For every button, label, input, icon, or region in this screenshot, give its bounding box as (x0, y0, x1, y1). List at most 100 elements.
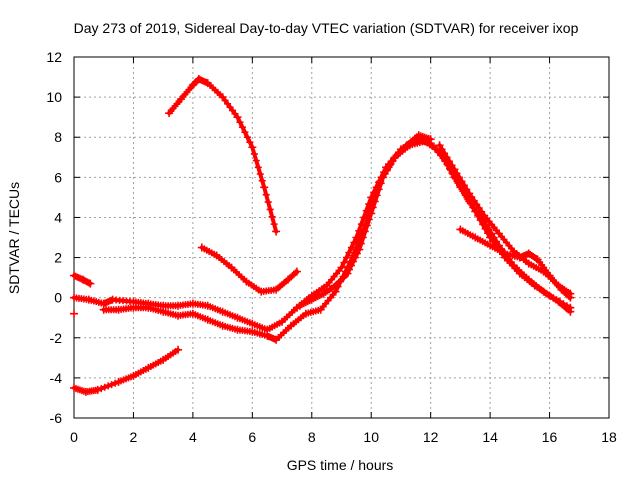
data-point (340, 259, 348, 267)
tick-labels: 0 2 4 6 8 10 12 14 16 18 -6 -4 -2 0 2 4 6 8 10 12 (46, 49, 617, 445)
x-tick-label: 2 (130, 429, 138, 445)
data-point (488, 229, 496, 237)
chart-title: Day 273 of 2019, Sidereal Day-to-day VTE… (74, 20, 579, 36)
data-point (233, 113, 242, 122)
data-point (254, 163, 262, 171)
y-tick-label: 10 (46, 89, 62, 105)
data-point (373, 191, 381, 199)
data-point (377, 179, 385, 187)
data-point (371, 197, 379, 205)
data-point (272, 227, 281, 236)
data-point (566, 293, 575, 302)
data-point (361, 227, 369, 235)
data-point (260, 183, 269, 192)
data-point (359, 234, 367, 241)
y-tick-label: -2 (50, 330, 63, 346)
data-point (101, 383, 109, 391)
x-tick-label: 4 (189, 429, 197, 445)
x-tick-label: 8 (308, 429, 316, 445)
data-point (367, 209, 376, 218)
plot-frame (73, 56, 610, 419)
data-point (236, 118, 244, 126)
data-point (365, 215, 373, 223)
data-point (532, 255, 540, 263)
data-point (248, 143, 257, 152)
data-point (238, 123, 246, 131)
data-point (246, 138, 254, 146)
data-point (337, 263, 346, 272)
data-point (258, 177, 266, 185)
data-point (266, 205, 274, 213)
data-point (435, 141, 444, 150)
data-point (483, 221, 491, 229)
y-tick-label: 8 (54, 129, 62, 145)
data-point (475, 204, 483, 212)
data-point (485, 225, 493, 233)
data-point (426, 135, 435, 144)
data-point (463, 185, 471, 193)
data-point (438, 145, 446, 153)
data-point (243, 133, 251, 141)
data-point (108, 381, 116, 389)
data-point (174, 345, 183, 354)
data-point (264, 198, 272, 206)
y-tick-label: -4 (50, 370, 63, 386)
data-point (250, 150, 258, 158)
data-point (252, 157, 260, 165)
data-point (490, 234, 498, 241)
data-point (111, 379, 119, 387)
data-point (493, 238, 501, 246)
series-arc-j (70, 309, 78, 318)
data-point (445, 157, 453, 165)
x-tick-label: 12 (423, 429, 439, 445)
data-point (347, 262, 355, 270)
data-point (270, 220, 278, 228)
data-point (473, 200, 481, 208)
data-point (262, 191, 270, 199)
data-point (443, 153, 451, 161)
x-tick-label: 6 (248, 429, 256, 445)
x-axis-label: GPS time / hours (287, 457, 394, 473)
y-tick-label: 6 (54, 169, 62, 185)
data-point (268, 213, 276, 221)
data-point (355, 245, 364, 254)
data-point (460, 181, 468, 189)
data-point (93, 385, 102, 394)
x-tick-label: 10 (363, 429, 379, 445)
data-point (357, 220, 365, 228)
data-point (353, 250, 361, 258)
data-point (455, 173, 463, 181)
data-point (104, 382, 112, 390)
y-tick-label: 2 (54, 250, 62, 266)
y-tick-label: -6 (50, 410, 63, 426)
series-arc-h (456, 225, 575, 302)
data-point (291, 269, 299, 277)
data-point (357, 240, 365, 248)
x-tick-label: 16 (542, 429, 558, 445)
data-point (347, 244, 355, 252)
data-point (256, 170, 264, 178)
series-arc-c (197, 243, 301, 296)
data-point (292, 267, 301, 276)
data-point (345, 249, 353, 257)
x-tick-label: 18 (601, 429, 617, 445)
x-tick-label: 0 (70, 429, 78, 445)
x-tick-label: 14 (482, 429, 498, 445)
data-point (241, 128, 249, 136)
series-arc-b (70, 345, 183, 396)
y-tick-label: 12 (46, 49, 62, 65)
data-point (375, 185, 383, 193)
series-arc-a (165, 75, 281, 236)
data-point (343, 269, 352, 278)
data-point (86, 279, 95, 288)
y-tick-label: 4 (54, 209, 62, 225)
data-marks (70, 75, 575, 396)
data-point (70, 309, 78, 318)
y-tick-label: 0 (54, 290, 62, 306)
data-point (453, 169, 461, 177)
data-point (465, 189, 474, 198)
series-arc-i (295, 131, 435, 310)
series-arc-d (70, 271, 95, 288)
